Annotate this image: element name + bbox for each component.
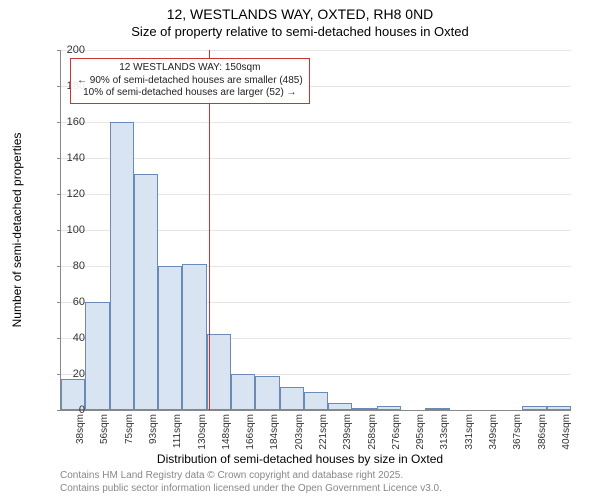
xtick-label: 331sqm: [464, 414, 475, 450]
bar: [207, 334, 231, 410]
plot-area: [60, 50, 571, 411]
ytick-label: 60: [45, 296, 85, 308]
xtick-label: 148sqm: [221, 414, 232, 450]
annotation-box: 12 WESTLANDS WAY: 150sqm← 90% of semi-de…: [70, 58, 310, 104]
chart-title: 12, WESTLANDS WAY, OXTED, RH8 0ND: [0, 6, 600, 22]
xtick-label: 258sqm: [367, 414, 378, 450]
xtick-label: 75sqm: [124, 414, 135, 444]
ytick-label: 80: [45, 260, 85, 272]
ytick-label: 200: [45, 44, 85, 56]
ytick-label: 120: [45, 188, 85, 200]
xtick-label: 130sqm: [197, 414, 208, 450]
ytick-label: 100: [45, 224, 85, 236]
bar: [522, 406, 546, 410]
gridline: [61, 50, 571, 51]
bar: [352, 408, 376, 410]
xtick-label: 386sqm: [537, 414, 548, 450]
y-axis-label: Number of semi-detached properties: [10, 133, 24, 328]
xtick-label: 56sqm: [99, 414, 110, 444]
xtick-label: 93sqm: [148, 414, 159, 444]
xtick-label: 404sqm: [561, 414, 572, 450]
xtick-label: 221sqm: [318, 414, 329, 450]
xtick-label: 239sqm: [342, 414, 353, 450]
bar: [255, 376, 279, 410]
gridline: [61, 158, 571, 159]
xtick-label: 367sqm: [512, 414, 523, 450]
ytick-label: 160: [45, 116, 85, 128]
xtick-label: 295sqm: [415, 414, 426, 450]
bar: [182, 264, 206, 410]
histogram-chart: 12, WESTLANDS WAY, OXTED, RH8 0ND Size o…: [0, 0, 600, 500]
bar: [85, 302, 109, 410]
bar: [547, 406, 571, 410]
reference-line: [209, 50, 210, 410]
bar: [280, 387, 304, 410]
x-axis-label: Distribution of semi-detached houses by …: [0, 452, 600, 466]
footer-line-2: Contains public sector information licen…: [60, 483, 442, 496]
annotation-larger: 10% of semi-detached houses are larger (…: [77, 87, 303, 100]
annotation-smaller: ← 90% of semi-detached houses are smalle…: [77, 75, 303, 88]
ytick-label: 20: [45, 368, 85, 380]
footer-attribution: Contains HM Land Registry data © Crown c…: [60, 470, 442, 495]
xtick-label: 313sqm: [439, 414, 450, 450]
xtick-label: 38sqm: [75, 414, 86, 444]
ytick-label: 40: [45, 332, 85, 344]
bar: [377, 406, 401, 410]
xtick-label: 276sqm: [391, 414, 402, 450]
chart-subtitle: Size of property relative to semi-detach…: [0, 24, 600, 39]
bar: [231, 374, 255, 410]
xtick-label: 349sqm: [488, 414, 499, 450]
xtick-label: 203sqm: [294, 414, 305, 450]
annotation-title: 12 WESTLANDS WAY: 150sqm: [77, 62, 303, 75]
bar: [134, 174, 158, 410]
ytick-label: 140: [45, 152, 85, 164]
xtick-label: 184sqm: [269, 414, 280, 450]
bar: [425, 408, 449, 410]
xtick-label: 111sqm: [172, 414, 183, 448]
xtick-label: 166sqm: [245, 414, 256, 450]
bar: [328, 403, 352, 410]
bar: [304, 392, 328, 410]
bar: [158, 266, 182, 410]
gridline: [61, 122, 571, 123]
bar: [110, 122, 134, 410]
footer-line-1: Contains HM Land Registry data © Crown c…: [60, 470, 442, 483]
